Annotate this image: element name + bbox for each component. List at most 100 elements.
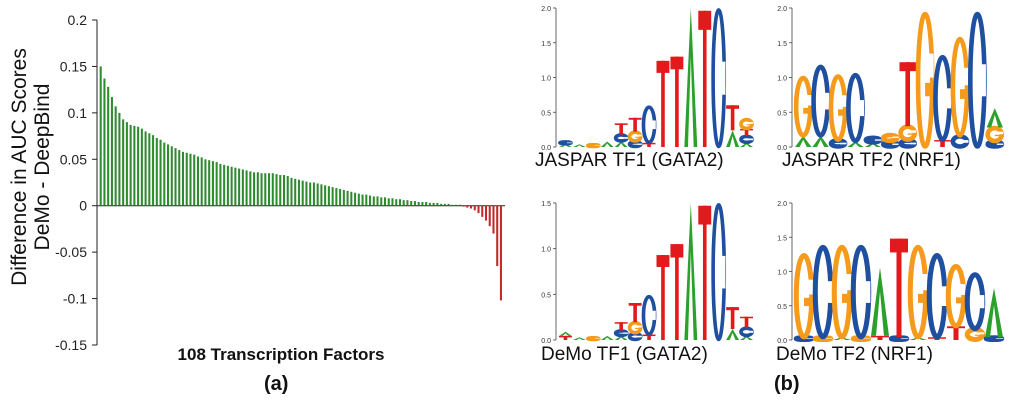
bar	[140, 128, 143, 206]
nucleotide-T-stem	[661, 60, 665, 147]
logo-tick-label: 1.0	[541, 76, 551, 83]
nucleotide-C-gap	[996, 338, 1004, 339]
logo-label-jaspar-tf2: JASPAR TF2 (NRF1)	[782, 150, 961, 171]
bar	[354, 192, 357, 206]
nucleotide-G-gap	[958, 284, 966, 295]
bar	[312, 182, 315, 206]
nucleotide-G	[880, 132, 900, 144]
nucleotide-A	[600, 335, 614, 340]
logo-tick-label: 0.0	[777, 145, 787, 152]
nucleotide-A	[740, 142, 753, 147]
nucleotide-C-gap	[825, 281, 833, 303]
nucleotide-T-stem	[877, 335, 883, 340]
nucleotide-A	[740, 335, 753, 340]
bar	[159, 139, 162, 206]
sequence-logos: 2.0 1.5 1.0 0.5 0.0 2.0 1.5 1.0 0.5 0.0 1.5 1.0 0.5 0…	[541, 6, 1005, 345]
bar	[107, 86, 110, 206]
bar	[481, 205, 484, 217]
bar	[268, 173, 271, 206]
logo-label-demo-tf1: DeMo TF1 (GATA2)	[541, 344, 708, 365]
bar	[125, 122, 128, 206]
nucleotide-T-stem	[675, 244, 679, 340]
bar	[451, 204, 454, 206]
bar	[398, 199, 401, 206]
y-tick-label: 0.05	[60, 151, 87, 167]
nucleotide-C-gap	[720, 61, 726, 95]
nucleotide-T-stem	[730, 105, 735, 131]
nucleotide-T-stem	[940, 140, 945, 147]
x-axis-label: 108 Transcription Factors	[178, 345, 385, 364]
bar	[152, 135, 155, 206]
nucleotide-G-bar	[804, 297, 813, 307]
bar	[369, 195, 372, 206]
bar	[256, 172, 259, 206]
bar	[223, 164, 226, 206]
bar	[189, 153, 192, 206]
bar	[376, 196, 379, 206]
bar	[290, 177, 293, 206]
nucleotide-G-bar	[925, 82, 933, 97]
nucleotide-A	[795, 135, 812, 147]
bar	[492, 205, 495, 234]
nucleotide-G	[793, 75, 813, 138]
bar	[488, 205, 491, 227]
bar	[181, 151, 185, 206]
nucleotide-G-bar	[956, 297, 965, 304]
logo-tick-label: 2.0	[541, 6, 551, 13]
bar	[361, 194, 364, 206]
bar	[155, 137, 158, 206]
bar	[294, 178, 297, 206]
y-tick-label: 0.1	[68, 105, 88, 121]
nucleotide-C-gap	[901, 338, 909, 339]
logo-tick-label: 0.5	[541, 110, 551, 117]
nucleotide-G	[627, 130, 643, 143]
y-tick-label: 0.15	[60, 58, 87, 74]
bar	[238, 168, 241, 206]
nucleotide-A	[833, 337, 851, 340]
bar	[425, 202, 428, 206]
nucleotide-C-gap	[961, 140, 969, 143]
nucleotide-C-gap	[944, 88, 952, 109]
bar	[110, 97, 113, 206]
logo-tick-label: 2.0	[777, 6, 787, 13]
nucleotide-G-gap	[927, 53, 934, 78]
nucleotide-G-bar	[635, 327, 641, 329]
nucleotide-A	[871, 267, 889, 336]
bar	[279, 175, 282, 206]
bar	[458, 204, 461, 206]
bar	[271, 173, 274, 206]
nucleotide-T-stem	[633, 117, 637, 132]
nucleotide-G	[950, 36, 970, 138]
bar	[432, 202, 435, 206]
bar	[219, 163, 222, 206]
bar	[99, 66, 102, 206]
bar	[309, 182, 312, 206]
logo-tick-label: 0.5	[541, 292, 551, 299]
bar	[133, 125, 136, 206]
nucleotide-A	[684, 8, 698, 147]
y-tick-label: 0.2	[68, 12, 88, 28]
nucleotide-C-gap	[863, 281, 871, 303]
logo-tick-label: 0.5	[777, 304, 787, 311]
nucleotide-G-bar	[803, 107, 811, 114]
bar	[301, 180, 304, 206]
bar	[365, 194, 368, 206]
bar	[335, 188, 338, 206]
nucleotide-G-bar	[593, 338, 600, 340]
nucleotide-C-gap	[822, 92, 830, 110]
bar	[193, 154, 196, 206]
bar	[342, 189, 345, 206]
bar	[417, 202, 420, 206]
nucleotide-G	[831, 244, 853, 340]
nucleotide-C-gap	[892, 143, 899, 145]
nucleotide-C-gap	[748, 138, 754, 141]
y-tick-label: -0.15	[55, 337, 87, 353]
bar	[372, 196, 375, 206]
logo-tick-label: 0.0	[777, 338, 787, 345]
nucleotide-T-stem	[675, 56, 679, 147]
y-axis-label-line1: Difference in AUC Scores	[8, 48, 31, 286]
bar	[499, 205, 502, 301]
nucleotide-G-gap	[806, 279, 814, 295]
